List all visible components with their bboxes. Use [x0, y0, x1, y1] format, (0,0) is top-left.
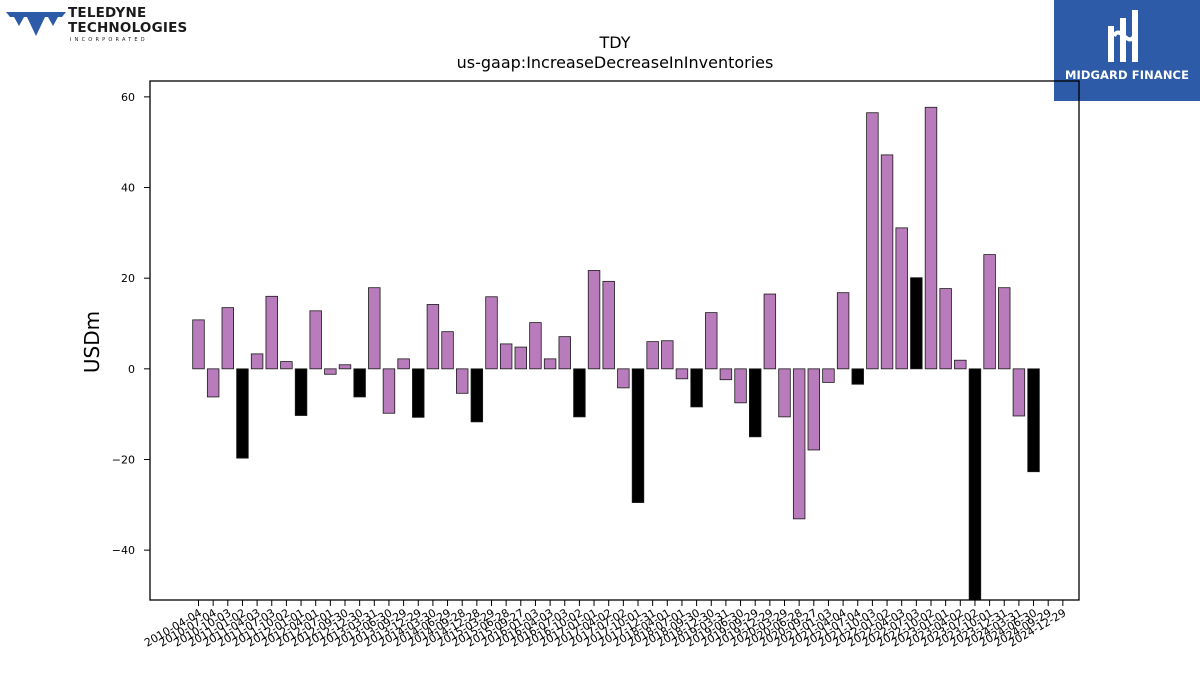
bar — [954, 359, 967, 370]
bar — [543, 358, 557, 370]
bar — [265, 295, 278, 370]
bar — [529, 322, 542, 370]
bar — [822, 368, 835, 383]
bar — [236, 368, 249, 459]
bar — [880, 154, 894, 370]
bar — [280, 361, 293, 370]
bar — [485, 296, 498, 370]
bar — [587, 270, 601, 370]
bar — [1012, 368, 1026, 417]
bar — [382, 368, 396, 414]
logo-line-1: TELEDYNE — [68, 5, 147, 21]
logo-line-2: TECHNOLOGIES — [68, 20, 188, 36]
bar — [412, 368, 425, 418]
teledyne-emblem-icon — [6, 12, 66, 36]
bar — [719, 368, 733, 381]
bar — [573, 368, 586, 418]
bar — [807, 368, 821, 451]
bar — [324, 368, 337, 375]
bar — [250, 353, 264, 370]
bar — [778, 368, 791, 418]
bar — [836, 292, 850, 370]
bar — [499, 343, 513, 370]
bar — [763, 293, 777, 370]
bar — [734, 368, 747, 404]
bar — [998, 287, 1011, 370]
bar — [206, 368, 220, 398]
bar — [924, 106, 938, 370]
bar — [792, 368, 806, 520]
plot-frame — [149, 80, 1080, 601]
bar — [192, 319, 205, 370]
logo-line-3: INCORPORATED — [70, 37, 148, 43]
bar — [617, 368, 630, 389]
midgard-finance-logo: MIDGARD FINANCE — [1054, 0, 1200, 101]
bar — [910, 277, 923, 370]
bar — [661, 340, 674, 370]
bar — [221, 307, 235, 370]
y-tick-label: −20 — [112, 453, 135, 466]
bar — [690, 368, 703, 408]
bar — [851, 368, 864, 385]
bar — [397, 358, 410, 370]
midgard-emblem-icon — [1108, 10, 1138, 62]
bar — [353, 368, 366, 398]
bar — [705, 312, 718, 370]
bar — [675, 368, 689, 380]
y-tick-label: 0 — [128, 363, 135, 376]
logo-brand-name: MIDGARD FINANCE — [1064, 68, 1190, 82]
bar — [939, 288, 952, 370]
bars — [192, 106, 1040, 601]
bar — [895, 227, 908, 370]
bar — [983, 254, 996, 370]
bar — [631, 368, 645, 503]
bar — [338, 364, 352, 370]
x-axis: 2010-04-042010-07-042010-10-032011-01-02… — [142, 600, 1068, 650]
bar — [866, 112, 879, 370]
bar — [309, 310, 322, 370]
y-tick-label: 20 — [121, 272, 135, 285]
bar — [514, 346, 528, 370]
chart-title: TDY — [599, 33, 631, 52]
y-tick-label: −40 — [112, 544, 135, 557]
bar — [455, 368, 469, 394]
y-axis-label: USDm — [80, 311, 104, 373]
bar — [1027, 368, 1040, 473]
teledyne-logo: TELEDYNE TECHNOLOGIES INCORPORATED — [6, 4, 187, 46]
bar — [602, 280, 615, 370]
bar — [968, 368, 982, 601]
bar — [294, 368, 308, 416]
bar — [558, 336, 571, 370]
y-axis: −40 −20 0 20 40 60 — [112, 91, 150, 557]
y-tick-label: 60 — [121, 91, 135, 104]
chart-subtitle: us-gaap:IncreaseDecreaseInInventories — [457, 53, 774, 72]
bar — [441, 331, 454, 370]
y-tick-label: 40 — [121, 182, 135, 195]
bar — [749, 368, 762, 438]
bar — [646, 341, 659, 370]
bar — [368, 287, 381, 370]
bar — [470, 368, 484, 423]
bar — [426, 304, 440, 370]
